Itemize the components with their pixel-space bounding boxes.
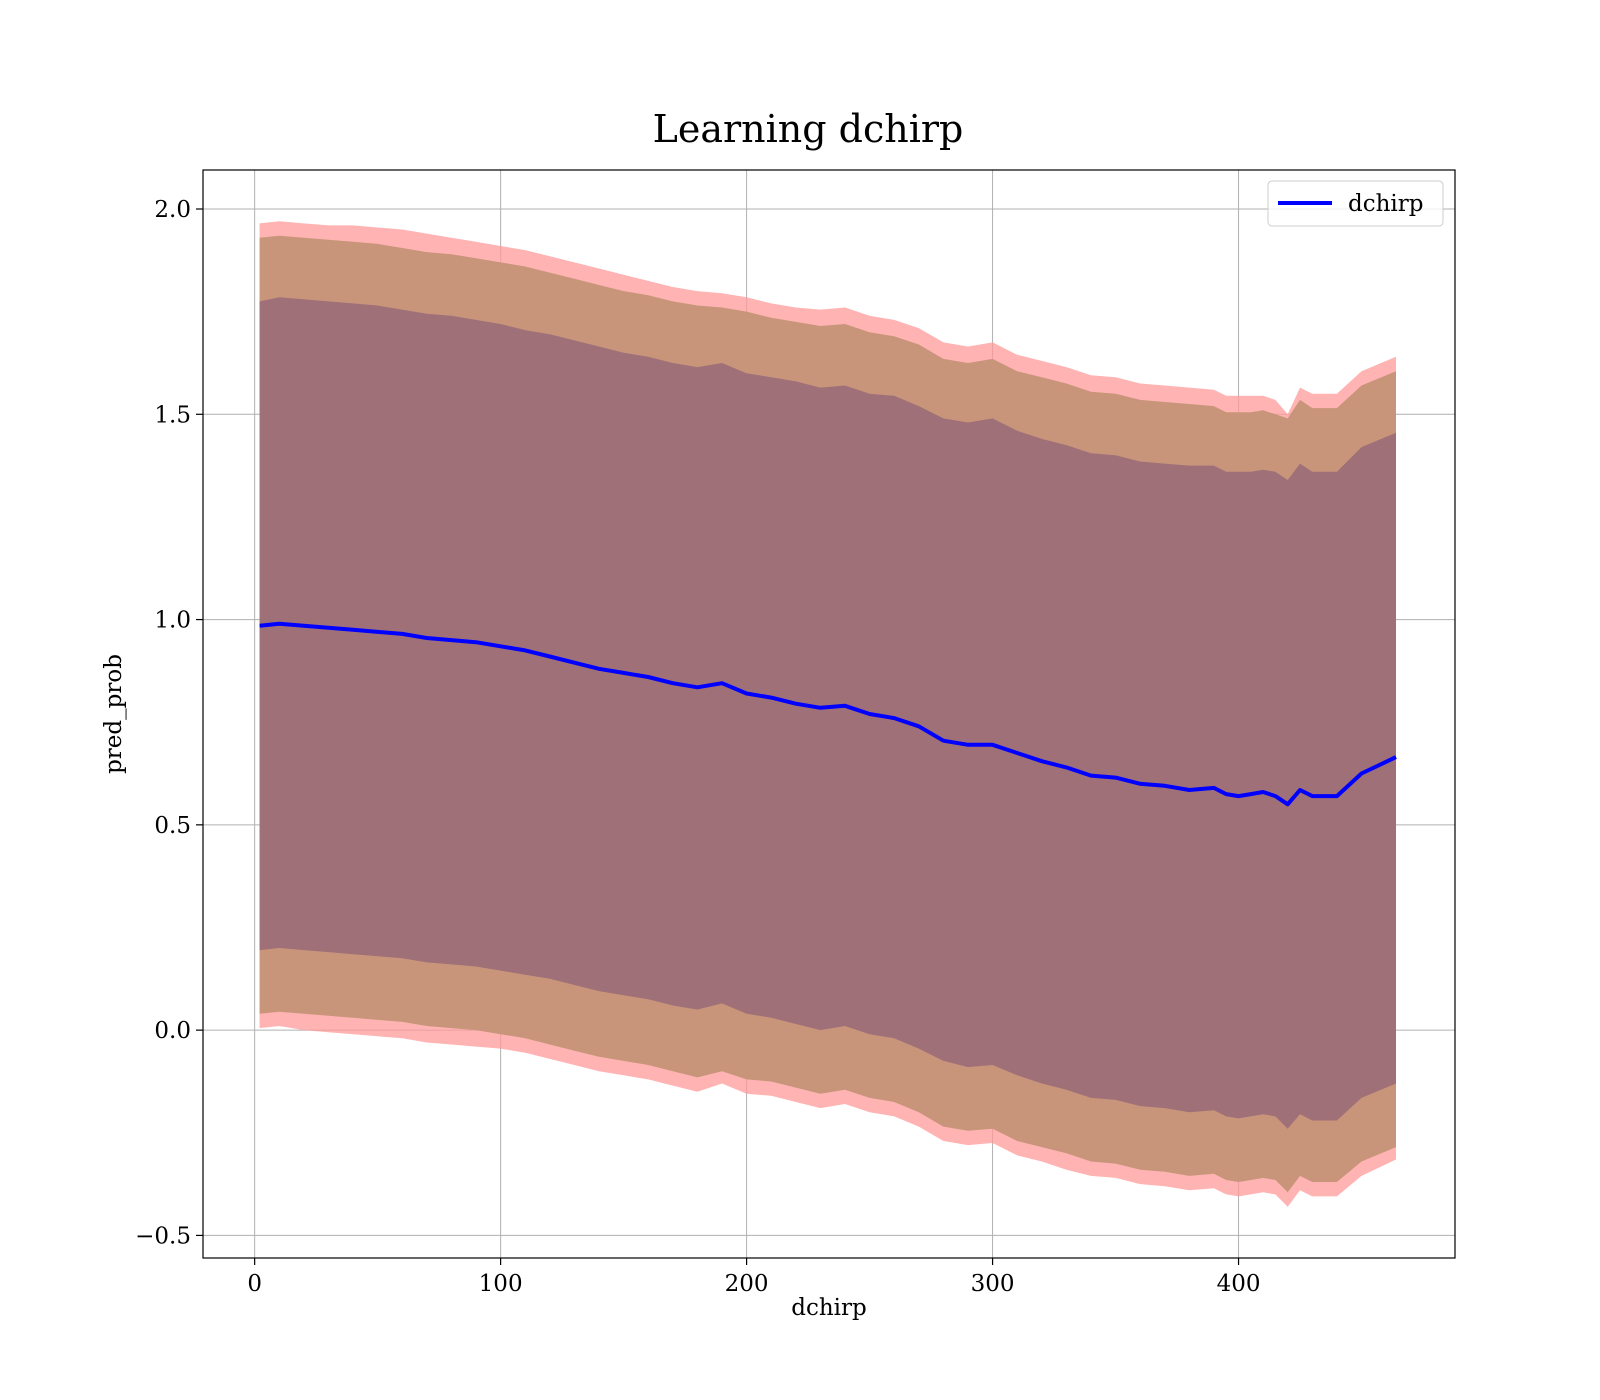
x-tick-label-0: 0	[247, 1271, 262, 1297]
y-tick-label-0: −0.5	[135, 1223, 191, 1249]
x-axis-label: dchirp	[791, 1295, 867, 1321]
y-tick-label-5: 2.0	[154, 197, 191, 223]
x-tick-label-2: 200	[725, 1271, 769, 1297]
legend-label-dchirp: dchirp	[1348, 191, 1424, 217]
x-tick-label-3: 300	[971, 1271, 1015, 1297]
x-tick-label-1: 100	[479, 1271, 523, 1297]
series-line-dchirp	[259, 621, 1397, 807]
legend: dchirp	[1267, 180, 1444, 227]
y-axis-label: pred_prob	[101, 654, 127, 774]
confidence-band-2	[259, 297, 1397, 1129]
y-tick-label-1: 0.0	[154, 1018, 191, 1044]
y-tick-label-3: 1.0	[154, 608, 191, 634]
chart-title: Learning dchirp	[653, 107, 964, 151]
legend-box	[1267, 180, 1444, 227]
x-axis-ticks: 0 100 200 300 400	[247, 1258, 1260, 1297]
y-tick-label-2: 0.5	[154, 813, 191, 839]
y-tick-label-4: 1.5	[154, 402, 191, 428]
plot-frame	[202, 169, 1456, 1259]
y-axis-ticks: −0.5 0.0 0.5 1.0 1.5 2.0	[135, 197, 203, 1249]
confidence-bands	[259, 221, 1397, 1207]
series-lines	[259, 621, 1397, 807]
x-tick-label-4: 400	[1217, 1271, 1261, 1297]
